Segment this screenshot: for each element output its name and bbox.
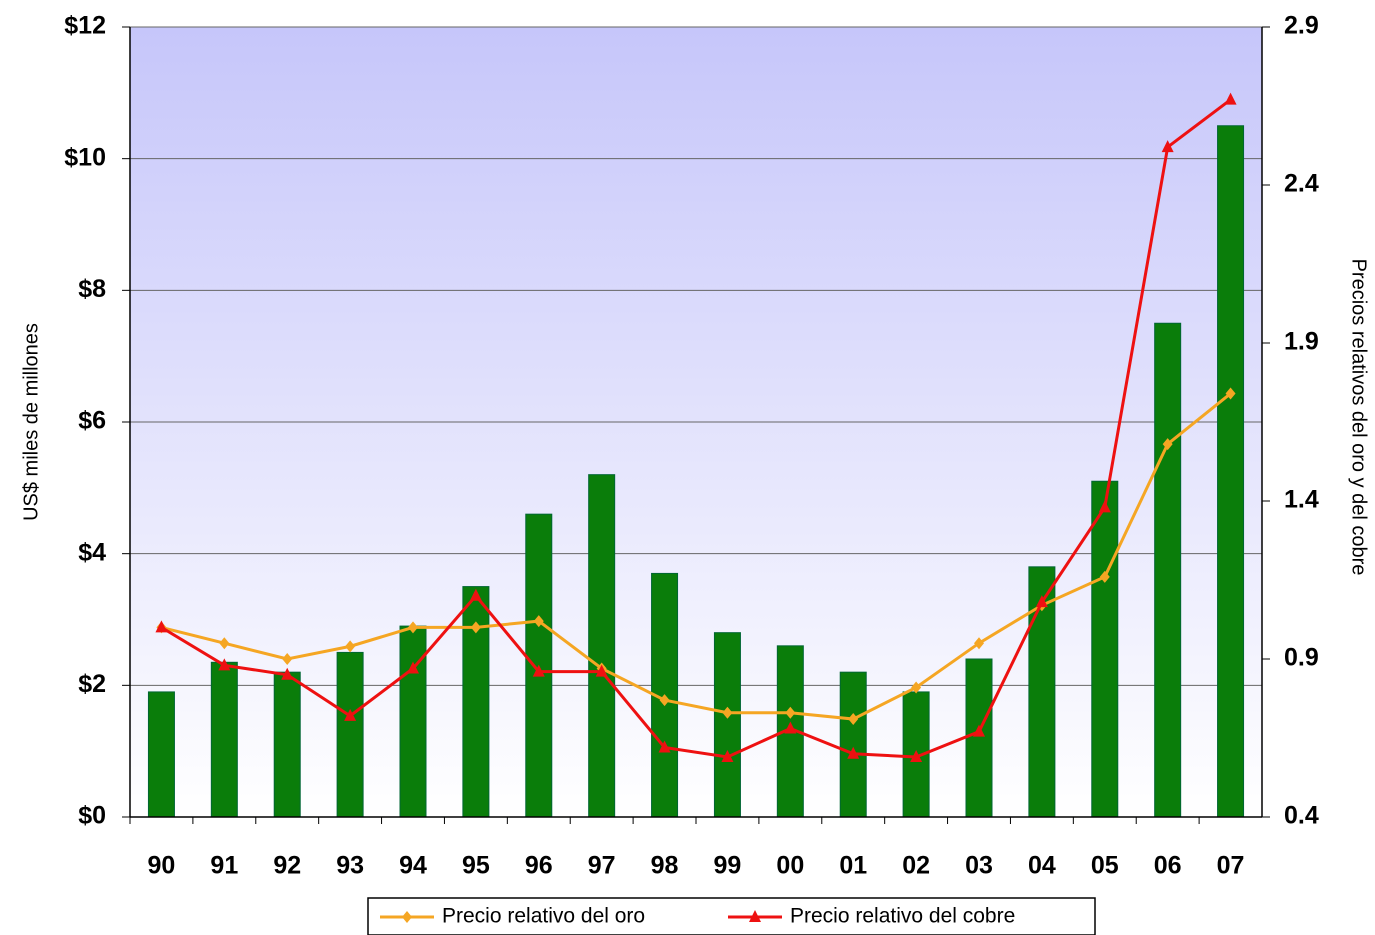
bar — [399, 625, 427, 818]
y-tick-label: $4 — [78, 538, 106, 566]
bar — [462, 586, 490, 818]
y2-tick-label: 0.9 — [1284, 644, 1319, 672]
point — [281, 667, 294, 680]
point — [973, 724, 985, 737]
bar — [336, 651, 364, 818]
point — [595, 664, 608, 677]
point — [974, 637, 984, 650]
bar — [147, 691, 175, 818]
legend-label: Precio relativo del cobre — [790, 905, 1015, 928]
point — [155, 620, 168, 633]
x-tick-label: 95 — [462, 852, 490, 880]
point — [1162, 438, 1173, 451]
bar — [965, 658, 993, 818]
bar — [1091, 480, 1119, 818]
point — [533, 615, 544, 628]
point — [1098, 500, 1111, 513]
point — [1035, 595, 1048, 608]
point — [784, 721, 797, 734]
x-tick-label: 98 — [651, 852, 679, 880]
point — [282, 653, 293, 665]
point — [407, 661, 419, 674]
point — [469, 588, 482, 601]
point — [1161, 140, 1174, 153]
point — [1224, 92, 1237, 105]
line — [160, 98, 1232, 759]
point — [785, 706, 796, 719]
y2-axis-label: Precios relativos del oro y del cobre — [1348, 259, 1370, 576]
y-tick-label: $10 — [64, 143, 106, 171]
point — [219, 637, 230, 650]
x-tick-label: 99 — [714, 852, 742, 880]
y-tick-label: $0 — [78, 802, 106, 830]
point — [1099, 570, 1110, 583]
y2-tick-label: 0.4 — [1284, 802, 1319, 830]
legend-label: Precio relativo del oro — [442, 905, 645, 928]
line — [161, 392, 1232, 721]
x-tick-label: 94 — [399, 852, 427, 880]
x-tick-label: 02 — [902, 852, 930, 880]
x-tick-label: 01 — [839, 852, 867, 880]
point — [911, 681, 922, 694]
bar — [1217, 125, 1245, 818]
point — [532, 664, 545, 677]
y2-tick-label: 2.4 — [1284, 170, 1319, 198]
y2-tick-label: 1.4 — [1284, 486, 1319, 514]
x-tick-label: 90 — [148, 852, 176, 880]
x-tick-label: 00 — [776, 852, 804, 880]
y2-tick-label: 1.9 — [1284, 328, 1319, 356]
point — [402, 911, 412, 923]
y-tick-label: $8 — [78, 275, 106, 303]
x-tick-label: 07 — [1217, 852, 1245, 880]
point — [408, 621, 418, 634]
point — [345, 640, 356, 653]
y2-tick-label: 2.9 — [1284, 12, 1319, 40]
point — [659, 694, 670, 707]
point — [1225, 387, 1236, 400]
x-tick-label: 06 — [1154, 852, 1182, 880]
point — [722, 706, 733, 719]
x-tick-label: 91 — [210, 852, 238, 880]
point — [470, 621, 481, 634]
point — [344, 708, 357, 721]
point — [910, 749, 923, 762]
x-tick-label: 03 — [965, 852, 993, 880]
x-tick-label: 93 — [336, 852, 364, 880]
point — [658, 740, 671, 753]
point — [848, 713, 859, 726]
point — [218, 658, 231, 671]
y-axis-label: US$ miles de millones — [20, 323, 42, 521]
x-tick-label: 97 — [588, 852, 616, 880]
x-tick-label: 05 — [1091, 852, 1119, 880]
bar — [588, 474, 616, 818]
x-tick-label: 92 — [273, 852, 301, 880]
point — [721, 749, 734, 762]
x-tick-label: 04 — [1028, 852, 1056, 880]
bar — [210, 661, 238, 818]
bar — [713, 632, 741, 818]
x-tick-label: 96 — [525, 852, 553, 880]
y-tick-label: $6 — [78, 407, 106, 435]
point — [749, 910, 761, 922]
point — [847, 746, 860, 759]
bar — [273, 671, 301, 818]
y-tick-label: $2 — [78, 670, 106, 698]
y-tick-label: $12 — [64, 12, 106, 40]
bar — [1154, 322, 1182, 818]
bar — [839, 671, 867, 818]
